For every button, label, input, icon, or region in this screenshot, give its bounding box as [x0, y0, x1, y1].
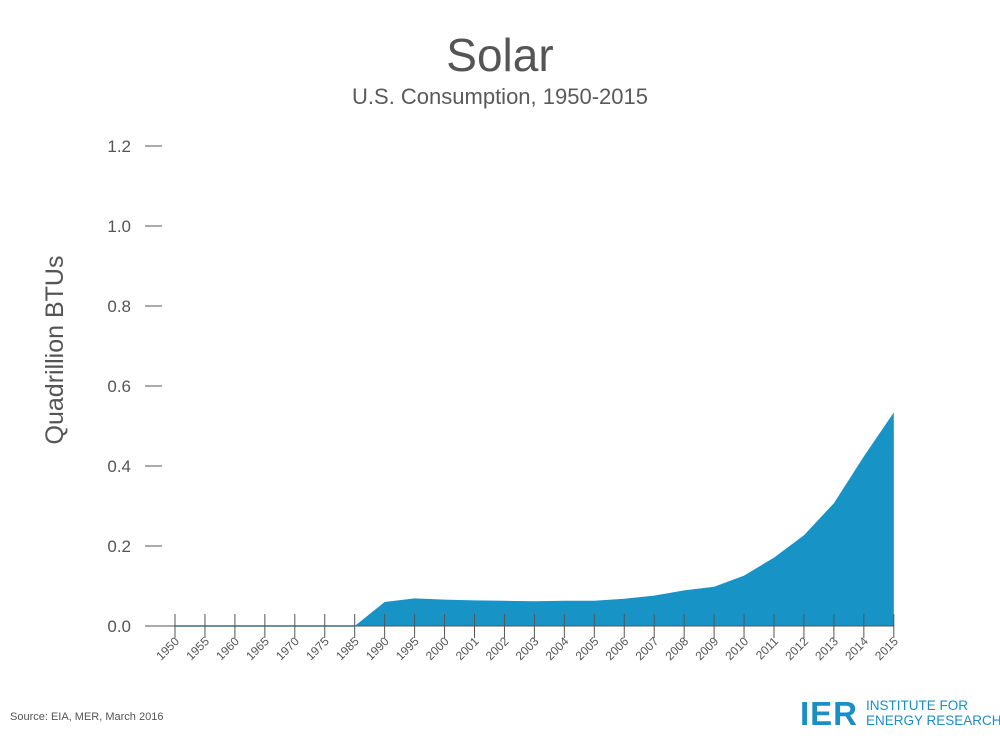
x-tick-label: 2004	[543, 634, 572, 663]
x-tick-label: 1985	[333, 634, 362, 663]
x-tick-label: 1995	[393, 634, 422, 663]
x-tick-label: 1975	[303, 634, 332, 663]
x-tick-label: 2003	[513, 634, 542, 663]
x-tick-label: 2013	[812, 634, 841, 663]
y-tick-label: 0.6	[107, 377, 131, 396]
x-tick-label: 1960	[213, 634, 242, 663]
x-tick-label: 2008	[662, 634, 691, 663]
x-tick-label: 2015	[872, 634, 901, 663]
x-tick-label: 2005	[573, 634, 602, 663]
x-tick-label: 2014	[842, 634, 871, 663]
x-tick-label: 2007	[633, 634, 662, 663]
x-tick-label: 1970	[273, 634, 302, 663]
x-tick-label: 2009	[692, 634, 721, 663]
area-layer	[175, 412, 894, 627]
y-tick-label: 0.8	[107, 297, 131, 316]
x-tick-label: 2002	[483, 634, 512, 663]
source-note: Source: EIA, MER, March 2016	[10, 711, 164, 723]
chart-title: Solar	[446, 29, 554, 81]
logo-line-2: ENERGY RESEARCH	[866, 713, 1000, 728]
x-tick-label: 2000	[423, 634, 452, 663]
x-tick-label: 1950	[153, 634, 182, 663]
x-tick-label: 2011	[753, 634, 781, 662]
x-tick-label: 1955	[183, 634, 212, 663]
logo-text: INSTITUTE FOR ENERGY RESEARCH	[866, 698, 1000, 728]
y-tick-label: 1.2	[107, 137, 131, 156]
chart-subtitle: U.S. Consumption, 1950-2015	[352, 84, 648, 109]
y-tick-label: 0.2	[107, 537, 131, 556]
x-tick-label: 2010	[722, 634, 751, 663]
y-axis-label: Quadrillion BTUs	[41, 256, 69, 445]
y-tick-label: 1.0	[107, 217, 131, 236]
y-tick-label: 0.4	[107, 457, 131, 476]
y-axis: 0.0 0.2 0.4 0.6 0.8 1.0 1.2	[107, 137, 162, 636]
x-tick-label: 1965	[243, 634, 272, 663]
x-tick-label: 2006	[603, 634, 632, 663]
logo-mark: IER	[800, 695, 859, 732]
x-tick-label: 2012	[782, 634, 811, 663]
series-area	[175, 412, 894, 626]
logo-line-1: INSTITUTE FOR	[866, 698, 968, 713]
x-tick-label: 2001	[453, 634, 482, 663]
x-tick-label: 1990	[363, 634, 392, 663]
y-tick-label: 0.0	[107, 617, 131, 636]
